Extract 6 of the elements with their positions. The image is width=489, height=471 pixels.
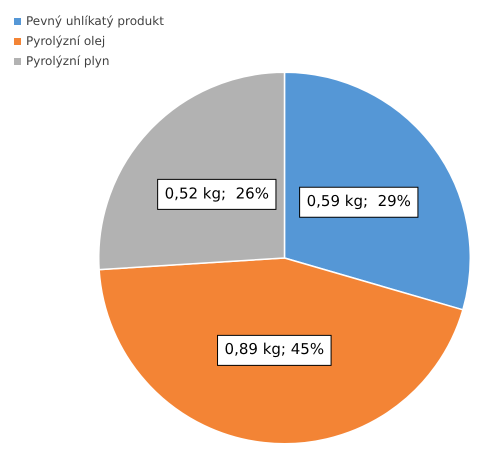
legend-label: Pyrolýzní plyn (26, 54, 110, 68)
data-label: 0,89 kg; 45% (224, 340, 324, 358)
legend-label: Pyrolýzní olej (26, 34, 106, 48)
data-label: 0,59 kg; 29% (306, 192, 411, 210)
legend-label: Pevný uhlíkatý produkt (26, 14, 164, 28)
data-label: 0,52 kg; 26% (164, 184, 269, 202)
